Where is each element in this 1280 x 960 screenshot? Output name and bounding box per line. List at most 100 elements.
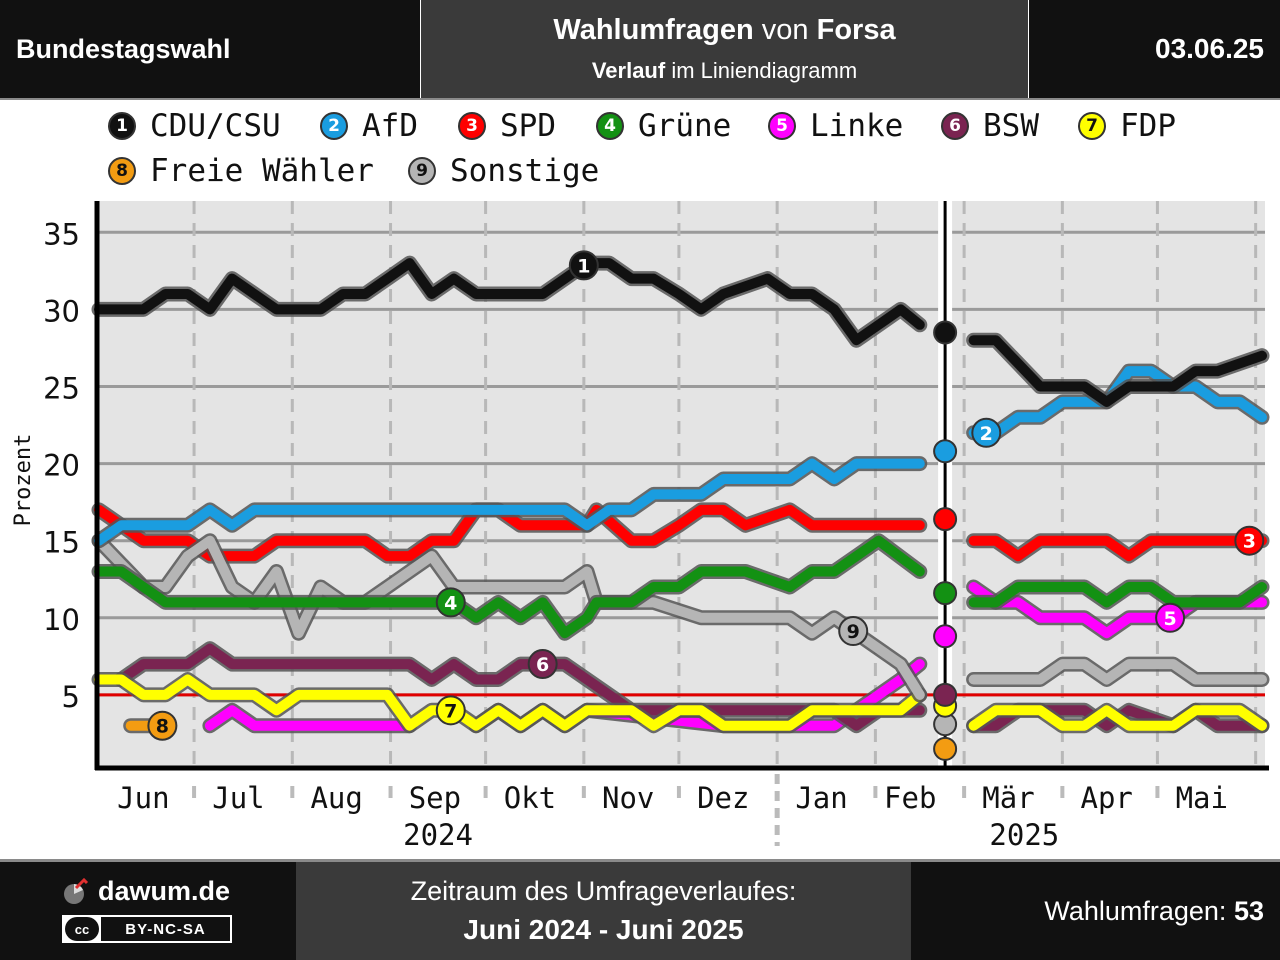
series-afd (966, 363, 1270, 441)
y-tick-label: 35 (43, 217, 80, 251)
marker-number: 4 (444, 592, 457, 614)
series-line (968, 535, 1267, 562)
x-tick-label: Mär (982, 781, 1034, 815)
y-axis-title: Prozent (11, 434, 36, 527)
series-line (94, 458, 925, 546)
x-tick-label: Aug (310, 781, 362, 815)
license-badge[interactable]: cc BY-NC-SA (62, 915, 232, 943)
range-value: Juni 2024 - Juni 2025 (463, 914, 744, 945)
plot-background (99, 201, 1265, 768)
header-right: 03.06.25 (1029, 0, 1280, 98)
series-marker-cdu-csu: 1 (568, 250, 599, 281)
header-left: Bundestagswahl (0, 0, 420, 98)
legend-label: AfD (362, 108, 418, 144)
month-separator (962, 786, 967, 798)
legend-item-linke: 5 Linke (768, 106, 903, 146)
marker-circle (527, 649, 558, 680)
series-marker-sonstige: 9 (838, 616, 869, 647)
y-tick-label: 30 (43, 294, 80, 328)
chart-subtitle: Verlauf im Liniendiagramm (421, 58, 1028, 84)
series-cdu-csu (966, 332, 1270, 410)
subtitle-part-2: im Liniendiagramm (665, 58, 858, 83)
election-result-linke (933, 624, 958, 649)
legend-item-spd: 3 SPD (458, 106, 556, 146)
series-gruene (91, 533, 928, 641)
month-separator (192, 786, 197, 798)
series-marker-fdp: 7 (435, 695, 466, 726)
legend-badge: 5 (768, 112, 796, 140)
series-line (94, 258, 925, 346)
legend-badge: 7 (1078, 112, 1106, 140)
election-result-cdu-csu (933, 320, 958, 345)
brand[interactable]: dawum.de (62, 876, 230, 907)
marker-number: 3 (1243, 531, 1256, 553)
legend-badge: 4 (596, 112, 624, 140)
legend-label: SPD (500, 108, 556, 144)
marker-number: 5 (1163, 608, 1176, 630)
x-tick-label: Jul (212, 781, 264, 815)
series-line (94, 674, 925, 731)
x-tick-label: Feb (884, 781, 936, 815)
series-marker-spd: 3 (1234, 525, 1265, 556)
chart-title: Wahlumfragen von Forsa (421, 14, 1028, 47)
legend-item-freie-waehler: 8 Freie Wähler (108, 151, 374, 191)
legend-badge: 3 (458, 112, 486, 140)
legend-label: Linke (810, 108, 904, 144)
series-marker-linke: 5 (1155, 602, 1186, 633)
x-tick-label: Jan (795, 781, 847, 815)
series-line (968, 582, 1267, 608)
legend-item-cdu-csu: 1 CDU/CSU (108, 106, 281, 146)
series-afd (91, 456, 928, 549)
poll-count-value: 53 (1233, 896, 1264, 926)
election-title: Bundestagswahl (16, 34, 231, 64)
series-line (968, 335, 1267, 407)
footer-center: Zeitraum des Umfrageverlaufes: Juni 2024… (296, 862, 911, 960)
legend-label: CDU/CSU (150, 108, 281, 144)
footer-left: dawum.de cc BY-NC-SA (0, 862, 296, 960)
series-marker-freie-waehler: 8 (147, 710, 178, 741)
x-tick-label: Okt (504, 781, 556, 815)
series-spd (966, 533, 1270, 564)
election-result-spd (933, 507, 958, 532)
y-tick-label: 15 (43, 526, 80, 560)
x-tick-label: Dez (697, 781, 749, 815)
title-part-1: Wahlumfragen (553, 14, 754, 46)
y-tick-label: 25 (43, 372, 80, 406)
footer-divider (0, 859, 1280, 862)
marker-circle (568, 250, 599, 281)
marker-number: 7 (444, 700, 457, 722)
brand-name: dawum.de (98, 876, 231, 906)
header-center: Wahlumfragen von Forsa Verlauf im Linien… (421, 0, 1028, 98)
legend-label: Freie Wähler (150, 153, 374, 189)
month-separator (1060, 786, 1065, 798)
month-separator (581, 786, 586, 798)
header-divider (0, 98, 1280, 100)
footer-right: Wahlumfragen: 53 (911, 862, 1280, 960)
legend-badge: 6 (941, 112, 969, 140)
series-sonstige (966, 656, 1270, 687)
series-line (968, 705, 1267, 731)
election-result-bsw (933, 682, 958, 707)
year-label: 2025 (989, 818, 1059, 852)
legend-label: Grüne (638, 108, 732, 144)
x-tick-label: Jun (117, 781, 169, 815)
series-line (94, 504, 925, 562)
series-fdp (91, 672, 928, 734)
header-date: 03.06.25 (1155, 33, 1264, 64)
month-separator (1155, 786, 1160, 798)
title-part-2: von (753, 14, 817, 46)
month-separator (676, 786, 681, 798)
x-tick-label: Sep (409, 781, 461, 815)
y-tick-label: 20 (43, 449, 80, 483)
legend-label: FDP (1120, 108, 1176, 144)
series-gruene (966, 579, 1270, 610)
range-label: Zeitraum des Umfrageverlaufes: (410, 876, 797, 906)
series-line (94, 535, 925, 700)
x-tick-label: Apr (1081, 781, 1133, 815)
marker-circle (435, 695, 466, 726)
marker-circle (1234, 525, 1265, 556)
legend-item-bsw: 6 BSW (941, 106, 1039, 146)
legend-item-afd: 2 AfD (320, 106, 418, 146)
marker-number: 1 (577, 255, 590, 277)
